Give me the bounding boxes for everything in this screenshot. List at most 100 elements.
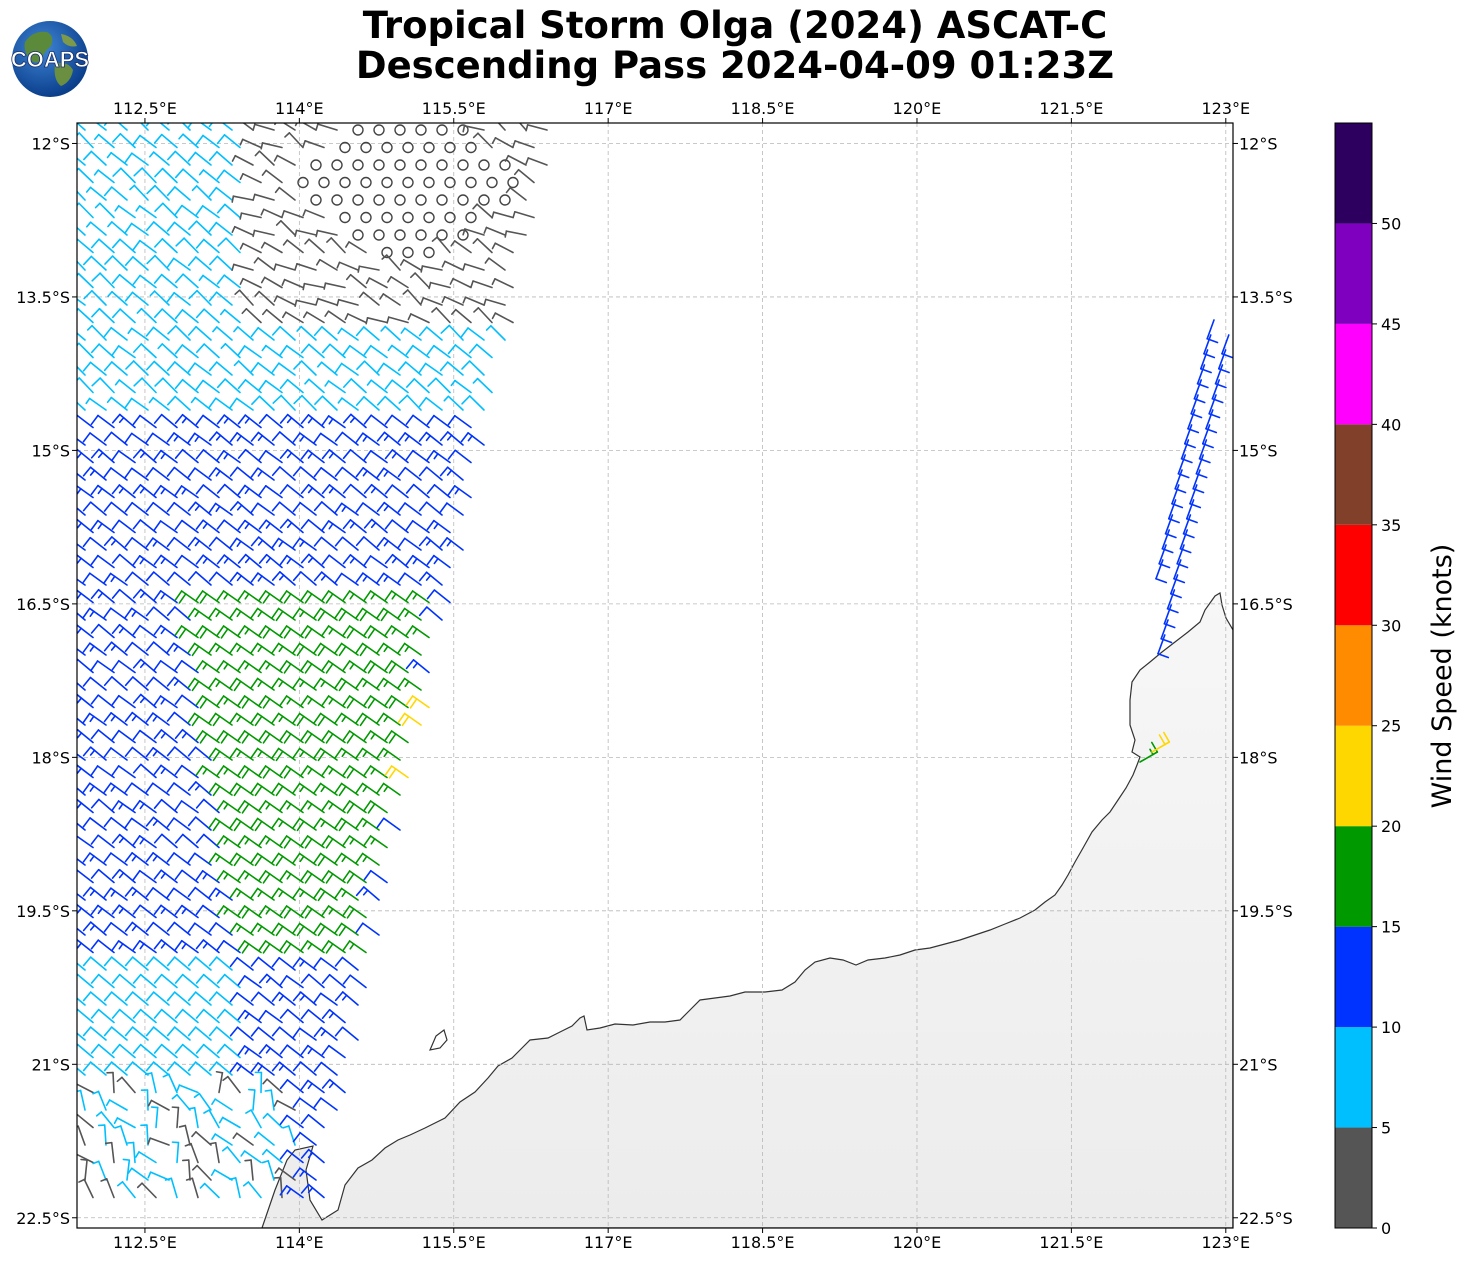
wind-barb [111,1043,136,1059]
wind-barb [250,502,275,516]
wind-barb [187,712,212,727]
wind-barb [376,712,401,726]
wind-barb [292,1027,317,1041]
wind-barb [132,693,157,709]
calm-marker [373,194,385,206]
wind-barb [342,730,367,744]
wind-barb [82,572,107,586]
wind-barb [82,642,107,656]
wind-barb [114,205,136,219]
wind-barb [355,572,380,586]
wind-barb [252,229,275,238]
wind-barb [300,1044,325,1059]
wind-barb [483,298,506,306]
wind-barb [187,571,212,586]
wind-barb [279,1149,304,1164]
wind-barb [77,202,94,219]
wind-barb [334,956,359,971]
wind-barb [208,186,233,201]
wind-barb [188,289,212,306]
wind-barb [279,378,304,394]
lat-label-left: 12°S [31,134,70,153]
wind-barb [279,590,304,604]
wind-barb [153,939,178,954]
wind-barb [441,296,464,306]
wind-barb [397,677,422,691]
colorbar-band [1335,1127,1372,1228]
wind-barb [292,852,317,866]
calm-marker [310,159,322,171]
wind-barb [125,360,149,376]
wind-barb [292,782,317,796]
wind-barb [166,501,191,516]
calm-marker [360,141,372,154]
wind-barb [114,1125,128,1146]
wind-barb [439,466,464,481]
wind-barb [250,467,275,481]
wind-barb [187,886,212,901]
wind-barb [147,1099,170,1111]
wind-barb [258,1044,283,1059]
wind-barb [239,173,262,184]
wind-barb [321,870,346,884]
wind-barb [443,395,464,411]
wind-barb [216,905,241,919]
calm-marker [310,194,322,206]
wind-barb [321,905,346,919]
wind-barb [279,940,304,954]
wind-barb [195,484,220,499]
wind-barb [82,852,107,866]
calm-marker [423,176,435,189]
wind-barb [334,642,359,657]
wind-barb [405,695,430,709]
wind-barb [166,432,191,446]
wind-barb [441,260,464,271]
wind-barb [300,590,325,604]
wind-barb [77,962,86,971]
wind-barb [195,1008,220,1024]
wind-barb [472,132,493,149]
wind-barb [198,274,220,289]
wind-barb [145,816,170,831]
wind-barb [82,607,107,621]
wind-barb [300,519,325,534]
wind-barb [82,746,107,761]
wind-barb [195,798,220,814]
wind-barb [111,273,136,289]
lon-label-top: 121.5°E [1039,99,1103,118]
wind-barb [418,501,443,516]
wind-barb [313,677,338,691]
wind-barb [293,360,317,376]
wind-barb [132,484,157,499]
wind-barb [426,344,451,359]
wind-barb [147,1171,170,1181]
wind-barb [363,625,388,639]
wind-barb [279,1114,304,1129]
wind-barb [321,1008,346,1024]
wind-barb [313,432,338,446]
wind-barb [342,483,367,499]
wind-barb [355,502,380,516]
wind-barb [187,325,212,341]
wind-barb [397,712,422,727]
wind-barb [384,765,409,779]
wind-barb [461,360,485,376]
wind-barb [1157,634,1170,659]
wind-barb [363,800,388,814]
wind-barb [195,625,220,639]
wind-barb [300,553,325,569]
wind-barb [292,677,317,691]
wind-barb [273,1176,283,1199]
wind-barb [260,208,283,219]
wind-barb [195,238,220,254]
wind-barb [145,501,170,516]
wind-barb [229,887,254,901]
wind-barb [250,747,275,761]
wind-barb [345,241,367,254]
wind-barb [133,377,157,394]
wind-barb [426,554,451,569]
wind-barb [315,297,338,306]
wind-barb [292,887,317,901]
wind-barb [166,571,191,586]
wind-barb [208,123,233,131]
